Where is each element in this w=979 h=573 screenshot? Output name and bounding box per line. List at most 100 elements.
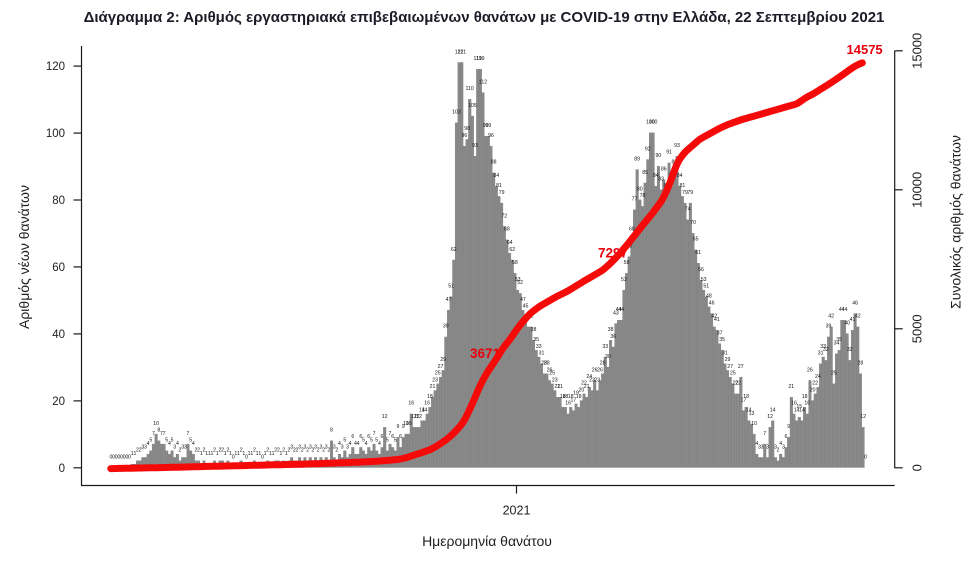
svg-text:27: 27 [438, 364, 444, 370]
svg-text:92: 92 [645, 146, 651, 152]
svg-text:6: 6 [399, 434, 402, 440]
svg-text:3: 3 [314, 444, 317, 450]
svg-text:120: 120 [46, 61, 65, 73]
svg-text:31: 31 [539, 351, 545, 357]
svg-text:100: 100 [646, 120, 655, 126]
svg-text:33: 33 [820, 344, 826, 350]
svg-text:62: 62 [509, 247, 515, 253]
svg-text:16: 16 [804, 401, 810, 407]
svg-text:1: 1 [237, 451, 240, 457]
svg-text:3: 3 [758, 444, 761, 450]
svg-text:51: 51 [703, 284, 709, 290]
svg-text:31: 31 [818, 351, 824, 357]
svg-text:1: 1 [272, 451, 275, 457]
svg-text:7: 7 [187, 431, 190, 437]
svg-text:13: 13 [749, 411, 755, 417]
svg-text:5: 5 [370, 438, 373, 444]
svg-text:2: 2 [203, 448, 206, 454]
svg-text:16: 16 [565, 401, 571, 407]
svg-text:20: 20 [810, 387, 816, 393]
svg-text:14575: 14575 [847, 42, 883, 57]
svg-text:65: 65 [693, 237, 699, 243]
svg-text:41: 41 [714, 317, 720, 323]
svg-text:6: 6 [351, 434, 354, 440]
svg-text:91: 91 [666, 150, 672, 156]
svg-text:3: 3 [184, 444, 187, 450]
svg-text:46: 46 [709, 300, 715, 306]
svg-text:2: 2 [327, 448, 330, 454]
svg-text:18: 18 [576, 394, 582, 400]
svg-text:3: 3 [298, 444, 301, 450]
svg-text:18: 18 [802, 394, 808, 400]
svg-text:0: 0 [125, 454, 128, 460]
svg-text:29: 29 [725, 357, 731, 363]
svg-text:25: 25 [730, 371, 736, 377]
svg-text:93: 93 [472, 143, 478, 149]
svg-text:3: 3 [309, 444, 312, 450]
svg-text:16: 16 [424, 401, 430, 407]
svg-text:28: 28 [600, 361, 606, 367]
svg-text:19: 19 [573, 391, 579, 397]
svg-text:3: 3 [782, 444, 785, 450]
svg-text:10: 10 [153, 421, 159, 427]
svg-text:0: 0 [864, 454, 867, 460]
svg-text:51: 51 [448, 284, 454, 290]
svg-text:3: 3 [141, 444, 144, 450]
svg-text:80: 80 [52, 195, 65, 207]
svg-text:1: 1 [224, 451, 227, 457]
svg-text:4: 4 [779, 441, 782, 447]
svg-text:3671: 3671 [470, 346, 501, 361]
svg-text:42: 42 [711, 314, 717, 320]
svg-text:58: 58 [624, 260, 630, 266]
svg-text:25: 25 [831, 371, 837, 377]
svg-text:89: 89 [634, 156, 640, 162]
svg-text:72: 72 [501, 213, 507, 219]
svg-text:2: 2 [179, 448, 182, 454]
svg-text:44: 44 [618, 307, 624, 313]
svg-text:20: 20 [52, 396, 65, 408]
svg-text:96: 96 [488, 133, 494, 139]
svg-text:2: 2 [777, 448, 780, 454]
svg-text:77: 77 [632, 197, 638, 203]
svg-text:37: 37 [717, 330, 723, 336]
svg-text:22: 22 [735, 381, 741, 387]
svg-text:15000: 15000 [910, 33, 925, 69]
svg-text:3: 3 [774, 444, 777, 450]
svg-text:12: 12 [860, 414, 866, 420]
svg-text:Ημερομηνία θανάτου: Ημερομηνία θανάτου [422, 533, 552, 549]
svg-text:100: 100 [649, 120, 658, 126]
svg-text:3: 3 [181, 444, 184, 450]
svg-text:42: 42 [828, 314, 834, 320]
svg-text:58: 58 [512, 260, 518, 266]
svg-text:20: 20 [579, 387, 585, 393]
svg-text:4: 4 [147, 441, 150, 447]
svg-text:39: 39 [826, 324, 832, 330]
svg-text:27: 27 [727, 364, 733, 370]
svg-text:21: 21 [430, 384, 436, 390]
svg-text:90: 90 [656, 153, 662, 159]
svg-text:3: 3 [290, 444, 293, 450]
svg-text:27: 27 [738, 364, 744, 370]
svg-text:18: 18 [560, 394, 566, 400]
svg-text:5: 5 [149, 438, 152, 444]
svg-text:7: 7 [152, 431, 155, 437]
svg-text:2: 2 [335, 448, 338, 454]
svg-text:45: 45 [523, 304, 529, 310]
svg-text:33: 33 [602, 344, 608, 350]
svg-text:5: 5 [189, 438, 192, 444]
svg-text:2: 2 [221, 448, 224, 454]
svg-text:Συνολικός αριθμός θανάτων: Συνολικός αριθμός θανάτων [948, 135, 964, 309]
svg-text:2: 2 [253, 448, 256, 454]
svg-text:0: 0 [59, 463, 65, 475]
svg-text:28: 28 [858, 361, 864, 367]
svg-text:1: 1 [133, 451, 136, 457]
svg-text:4: 4 [357, 441, 360, 447]
svg-text:61: 61 [695, 250, 701, 256]
svg-text:6: 6 [785, 434, 788, 440]
svg-text:84: 84 [653, 173, 659, 179]
svg-text:26: 26 [547, 367, 553, 373]
svg-text:1: 1 [264, 451, 267, 457]
svg-text:119: 119 [476, 56, 484, 62]
svg-text:16: 16 [791, 401, 797, 407]
svg-text:1: 1 [285, 451, 288, 457]
